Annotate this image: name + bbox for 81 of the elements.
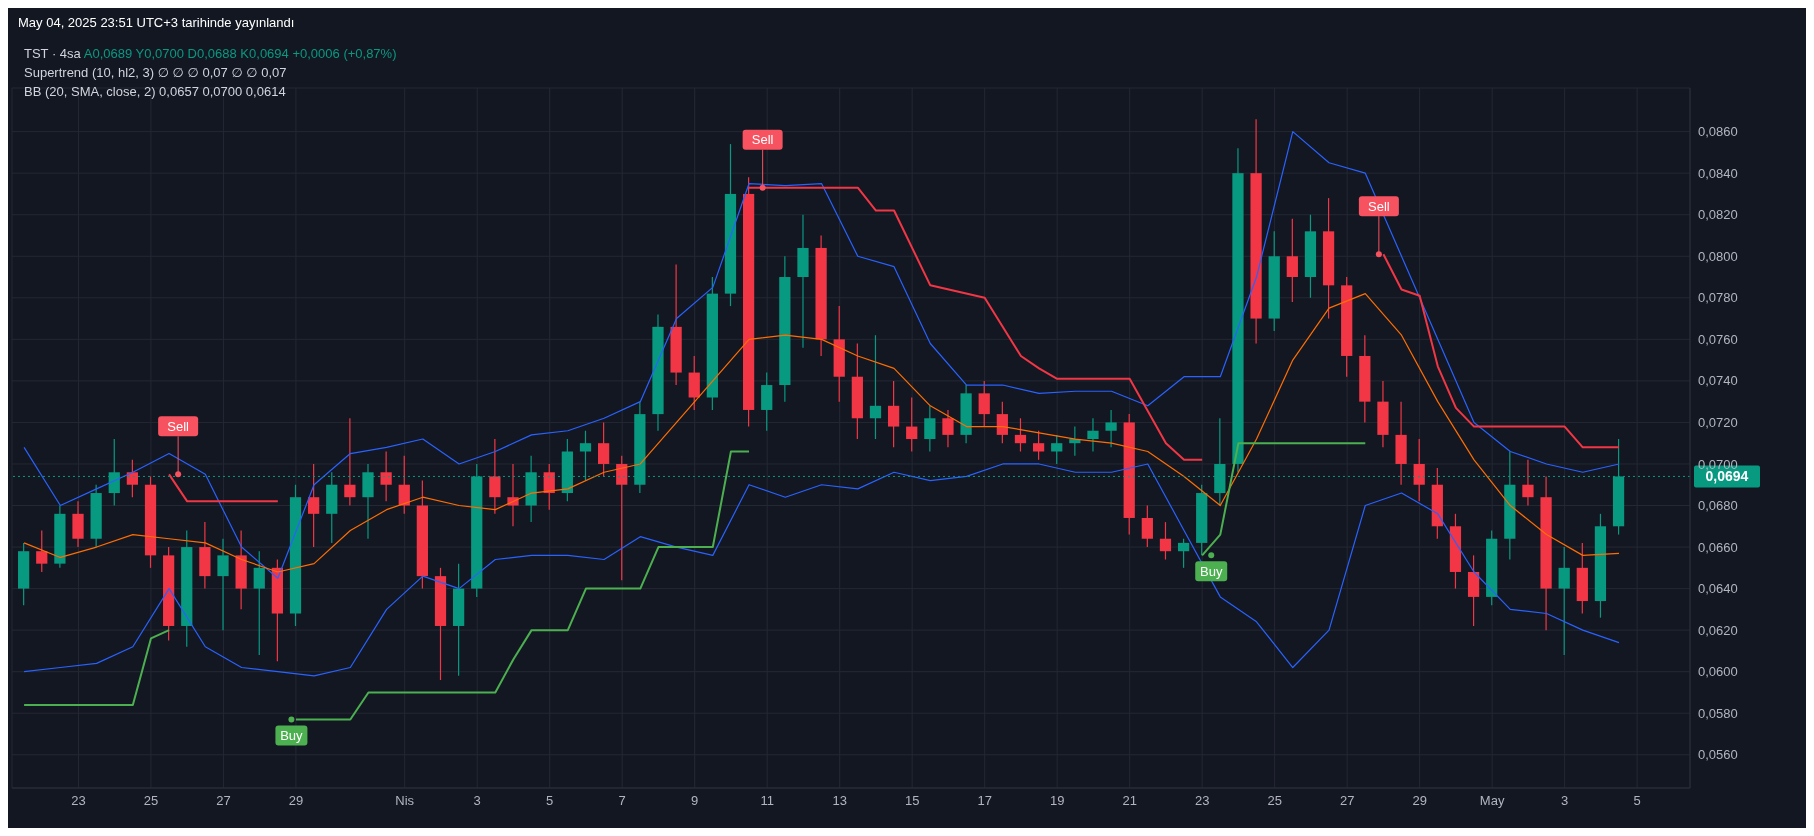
annotation: BB (20, SMA, close, 2) 0,0657 0,0700 0,0614 <box>24 83 287 101</box>
x-tick-label: 9 <box>691 793 699 809</box>
y-tick-label: 0,0680 <box>1698 498 1738 514</box>
y-tick-label: 0,0560 <box>1698 747 1738 763</box>
y-tick-label: 0,0820 <box>1698 207 1738 223</box>
y-tick-label: 0,0720 <box>1698 415 1738 431</box>
x-tick-label: 19 <box>1049 793 1065 809</box>
candlestick <box>906 396 918 453</box>
candlestick <box>1051 434 1063 465</box>
candlestick <box>380 450 392 502</box>
x-tick-label: 3 <box>1561 793 1569 809</box>
candlestick <box>344 417 356 507</box>
y-tick-label: 0,0660 <box>1698 539 1738 555</box>
x-tick-label: 3 <box>473 793 481 809</box>
candlestick <box>308 463 320 548</box>
x-tick-label: 27 <box>1339 793 1355 809</box>
x-tick-label: 17 <box>977 793 992 809</box>
y-tick-label: 0,0620 <box>1698 622 1738 638</box>
candlestick <box>489 438 501 515</box>
x-tick-label: 29 <box>288 793 304 809</box>
candlestick <box>598 421 610 478</box>
candlestick <box>1522 459 1534 507</box>
candlestick <box>507 463 519 527</box>
y-tick-label: 0,0780 <box>1698 290 1738 306</box>
x-tick-label: 21 <box>1122 793 1137 809</box>
candlestick <box>616 455 628 581</box>
x-tick-label: 23 <box>1194 793 1210 809</box>
annotation: Sell <box>167 418 190 434</box>
y-tick-label: 0,0800 <box>1698 248 1738 264</box>
x-tick-label: 25 <box>1267 793 1282 809</box>
x-tick-label: 5 <box>546 793 554 809</box>
chart-subtitle: A0,0689 Y0,0700 D0,0688 K0,0694 +0,0006 (+0,87%) <box>83 46 397 61</box>
candlestick <box>253 550 265 656</box>
candlestick <box>398 455 410 515</box>
candlestick <box>1558 546 1570 656</box>
candlestick <box>1032 430 1045 461</box>
annotation: Sell <box>751 132 774 148</box>
y-tick-label: 0,0840 <box>1698 165 1738 181</box>
candlestick <box>543 463 555 511</box>
annotation: Buy <box>280 727 304 743</box>
y-tick-label: 0,0600 <box>1698 664 1738 680</box>
line-series <box>23 463 1620 677</box>
chart-title: TST · 4sa <box>24 46 81 61</box>
y-tick-label: 0,0860 <box>1698 124 1738 140</box>
candlestick <box>1014 417 1027 453</box>
annotation: Buy <box>1200 563 1223 579</box>
y-tick-label: 0,0740 <box>1698 373 1738 389</box>
x-tick-label: 7 <box>618 793 626 809</box>
candlestick <box>126 459 138 498</box>
candlestick <box>1141 504 1153 548</box>
x-tick-label: May <box>1479 793 1505 809</box>
candlestick <box>1159 521 1172 561</box>
text: Supertrend (10, hl2, 3) ∅ ∅ ∅ 0,07 ∅ ∅ 0,07 <box>24 64 288 82</box>
candlestick <box>1286 218 1298 303</box>
candlestick <box>978 380 990 428</box>
x-tick-label: 25 <box>143 793 159 809</box>
candlestick <box>1087 417 1099 453</box>
x-tick-label: 11 <box>760 793 774 809</box>
annotation: Sell <box>1368 198 1390 214</box>
candlestick <box>924 405 936 453</box>
line-series <box>23 131 1620 579</box>
candlestick <box>1105 409 1117 448</box>
y-tick-label: 0,0760 <box>1698 331 1738 347</box>
candlestick <box>869 334 882 440</box>
text: May 04, 2025 23:51 UTC+3 tarihinde yayınlandı <box>17 14 296 32</box>
candlestick <box>1177 538 1190 569</box>
candlestick <box>996 401 1008 444</box>
x-tick-label: 5 <box>1633 793 1641 809</box>
candlestick <box>942 409 954 448</box>
x-tick-label: 27 <box>216 793 231 809</box>
x-tick-label: 13 <box>832 793 847 809</box>
x-tick-label: Nis <box>395 793 415 809</box>
candlestick <box>1413 438 1425 502</box>
y-tick-label: 0,0640 <box>1698 581 1738 597</box>
candlestick <box>217 538 229 631</box>
x-tick-label: 23 <box>71 793 86 809</box>
x-tick-label: 15 <box>904 793 920 809</box>
candlestick <box>36 529 48 573</box>
candlestick <box>887 380 900 448</box>
y-tick-label: 0,0580 <box>1698 705 1738 721</box>
x-tick-label: 29 <box>1412 793 1427 809</box>
